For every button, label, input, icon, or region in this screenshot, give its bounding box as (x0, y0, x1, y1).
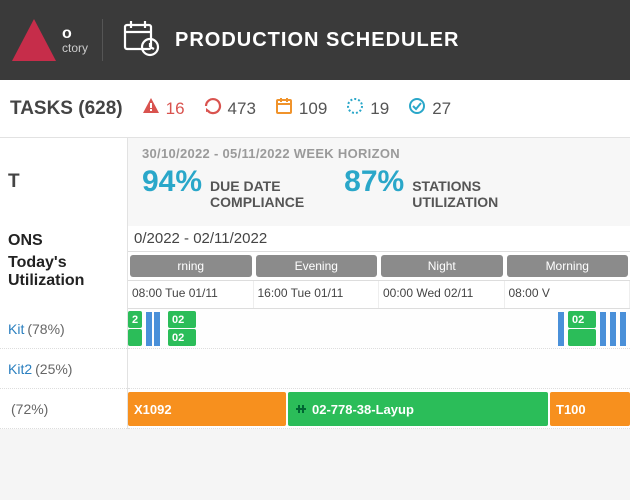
shift-row: rning Evening Night Morning (128, 251, 630, 281)
stat-progress[interactable]: 19 (345, 96, 389, 121)
alert-triangle-icon (141, 96, 161, 121)
kpi-panel: 30/10/2022 - 05/11/2022 WEEK HORIZON 94%… (128, 138, 630, 226)
shift-cell[interactable]: Morning (507, 255, 629, 277)
timeline-header: ONS Today's Utilization 0/2022 - 02/11/2… (0, 226, 630, 309)
stat-alert[interactable]: 16 (141, 96, 185, 121)
calendar-icon (274, 96, 294, 121)
gantt-side-label: T (0, 138, 128, 226)
gantt-lane: X109202-778-38-LayupT100 (128, 389, 630, 429)
brand-line-1: o (62, 25, 88, 43)
gantt-chart[interactable]: 2020202 X109202-778-38-LayupT100 (128, 309, 630, 429)
shift-cell[interactable]: Night (381, 255, 503, 277)
gantt-area: Kit(78%) Kit2(25%) (72%) 2020202 X109202… (0, 309, 630, 429)
utilization-header: Today's Utilization (0, 252, 127, 298)
brand-line-2: ctory (62, 42, 88, 55)
kpi-daterange: 30/10/2022 - 05/11/2022 WEEK HORIZON (142, 146, 616, 161)
hour-cell: 00:00 Wed 02/11 (379, 281, 505, 308)
gantt-chip[interactable] (568, 329, 596, 346)
progress-dots-icon (345, 96, 365, 121)
app-header: o ctory PRODUCTION SCHEDULER (0, 0, 630, 80)
shift-cell[interactable]: Evening (256, 255, 378, 277)
gantt-bar[interactable]: 02-778-38-Layup (288, 392, 548, 426)
gantt-chip[interactable]: 02 (568, 311, 596, 328)
check-circle-icon (407, 96, 427, 121)
shift-cell[interactable]: rning (130, 255, 252, 277)
gantt-stripe (600, 312, 606, 346)
gantt-chip[interactable]: 02 (168, 311, 196, 328)
visible-daterange: 0/2022 - 02/11/2022 (128, 226, 630, 251)
stations-header: ONS (0, 226, 127, 252)
calendar-clock-icon (119, 16, 163, 65)
brand-block: o ctory (12, 19, 103, 61)
gantt-stripe (558, 312, 564, 346)
stat-done[interactable]: 27 (407, 96, 451, 121)
station-list: Kit(78%) Kit2(25%) (72%) (0, 309, 128, 429)
stat-cycle[interactable]: 473 (203, 96, 256, 121)
brand-logo-icon (12, 19, 56, 61)
station-item[interactable]: Kit(78%) (0, 309, 127, 349)
stat-calendar[interactable]: 109 (274, 96, 327, 121)
hour-cell: 16:00 Tue 01/11 (254, 281, 380, 308)
handle-icon (294, 402, 308, 416)
tasks-count: TASKS (628) (10, 98, 123, 120)
kpi-due-date: 94% DUE DATECOMPLIANCE (142, 165, 304, 210)
kpi-row: T 30/10/2022 - 05/11/2022 WEEK HORIZON 9… (0, 138, 630, 226)
gantt-bar[interactable]: T100 (550, 392, 630, 426)
station-item[interactable]: (72%) (0, 389, 127, 429)
gantt-chip[interactable]: 2 (128, 311, 142, 328)
gantt-chip[interactable] (128, 329, 142, 346)
station-item[interactable]: Kit2(25%) (0, 349, 127, 389)
gantt-stripe (620, 312, 626, 346)
gantt-bar[interactable]: X1092 (128, 392, 286, 426)
tasks-filter-bar: TASKS (628) 16 473 109 19 27 (0, 80, 630, 138)
kpi-utilization: 87% STATIONSUTILIZATION (344, 165, 498, 210)
gantt-stripe (154, 312, 160, 346)
hour-cell: 08:00 V (505, 281, 630, 308)
hour-row: 08:00 Tue 01/11 16:00 Tue 01/11 00:00 We… (128, 281, 630, 309)
gantt-lane (128, 349, 630, 389)
page-title: PRODUCTION SCHEDULER (175, 29, 459, 52)
gantt-chip[interactable]: 02 (168, 329, 196, 346)
hour-cell: 08:00 Tue 01/11 (128, 281, 254, 308)
gantt-stripe (610, 312, 616, 346)
gantt-stripe (146, 312, 152, 346)
gantt-lane: 2020202 (128, 309, 630, 349)
cycle-icon (203, 96, 223, 121)
